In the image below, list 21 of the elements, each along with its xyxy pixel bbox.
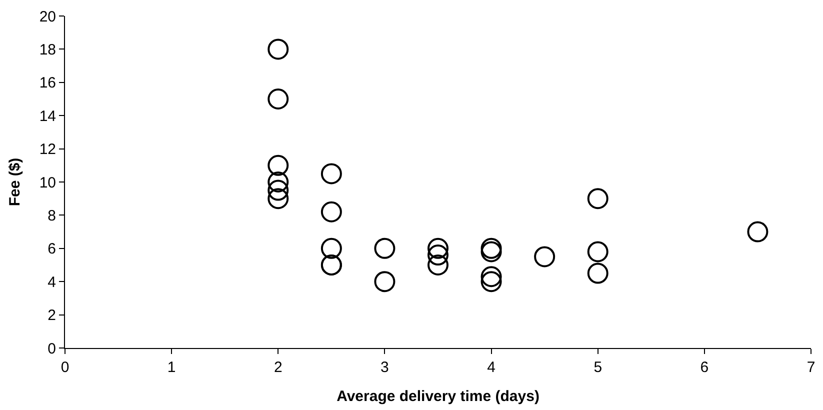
y-tick-label: 4 (48, 274, 56, 291)
y-tick-label: 10 (39, 174, 56, 192)
y-tick-label: 2 (48, 307, 56, 324)
x-tick-label: 3 (380, 359, 389, 376)
x-tick-label: 5 (594, 359, 602, 376)
y-tick-label: 20 (39, 8, 56, 26)
y-tick-label: 18 (39, 41, 56, 58)
x-tick-label: 4 (487, 359, 496, 376)
y-tick-label: 12 (39, 141, 56, 158)
y-axis-title: Fee ($) (6, 158, 24, 206)
y-tick-label: 6 (48, 240, 56, 258)
y-tick-label: 8 (48, 207, 56, 224)
y-tick-label: 16 (39, 74, 56, 92)
x-tick-label: 7 (806, 359, 816, 376)
x-axis-title: Average delivery time (days) (336, 388, 540, 405)
x-tick-label: 1 (167, 359, 176, 376)
y-tick-label: 14 (39, 108, 56, 125)
x-tick-label: 2 (274, 359, 282, 376)
x-tick-label: 6 (700, 359, 709, 376)
y-tick-label: 0 (48, 340, 56, 358)
x-tick-label: 0 (60, 359, 70, 376)
